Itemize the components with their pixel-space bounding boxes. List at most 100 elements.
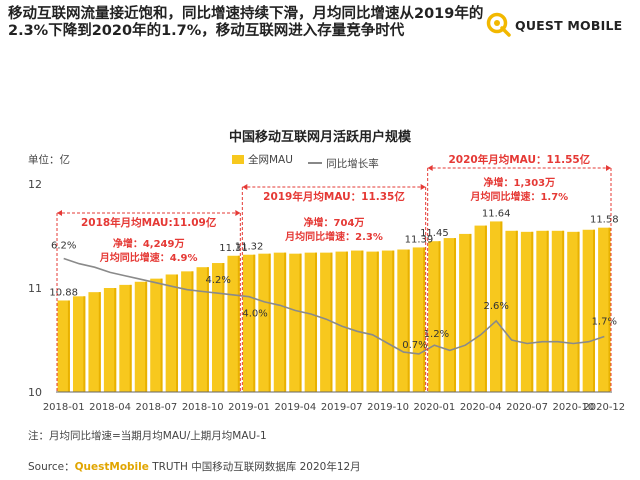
annotation-arrow-right — [606, 165, 611, 171]
annotation-arrow-left — [57, 210, 62, 216]
mau-bar-shade — [114, 288, 117, 392]
growth-value-label: 0.7% — [402, 340, 427, 351]
x-tick-label: 2018-10 — [182, 402, 224, 413]
legend-label-growth: 同比增长率 — [326, 157, 379, 170]
headline: 移动互联网流量接近饱和，同比增速持续下滑，月均同比增速从2019年的2.3%下降… — [8, 6, 484, 39]
mau-bar-shade — [83, 296, 86, 392]
mau-bar-shade — [500, 221, 503, 392]
mau-value-label: 11.31 — [219, 243, 248, 254]
mau-bar-shade — [191, 271, 194, 392]
chart-title: 中国移动互联网月活跃用户规模 — [228, 130, 411, 145]
mau-bar — [119, 284, 132, 392]
annotation-arrow-left — [242, 184, 248, 190]
mau-bar-shade — [361, 250, 364, 392]
mau-bar-shade — [67, 300, 70, 392]
mau-bar — [505, 230, 518, 392]
legend-swatch-bar — [232, 155, 244, 164]
questmobile-logo: QUEST MOBILE — [486, 12, 636, 38]
legend: 全网MAU 同比增长率 — [232, 152, 391, 171]
x-tick-label: 2020-01 — [413, 402, 455, 413]
growth-value-label: 4.0% — [242, 309, 267, 320]
mau-bar — [350, 250, 364, 392]
mau-value-label: 11.58 — [590, 215, 619, 226]
annotation-growth-rate: 月均同比增速：1.7% — [469, 190, 568, 203]
mau-bar-shade — [268, 253, 271, 392]
mau-bar-shade — [345, 251, 348, 392]
annotation-arrow-right — [235, 210, 241, 216]
mau-bar-shade — [608, 227, 611, 392]
mau-bar-shade — [237, 255, 240, 392]
mau-bar — [536, 230, 549, 392]
mau-bar — [428, 241, 441, 392]
annotation-arrow-right — [420, 184, 426, 190]
mau-bar-shade — [222, 263, 225, 392]
mau-bar-shade — [160, 278, 163, 392]
mau-bar — [196, 267, 209, 392]
mau-bar — [273, 252, 287, 392]
mau-bar — [242, 254, 256, 392]
mau-bar — [335, 251, 348, 392]
x-tick-label: 2020-04 — [460, 402, 502, 413]
mau-value-label: 10.88 — [49, 287, 78, 298]
mau-bar-shade — [531, 231, 534, 392]
annotation-title: 2018年月均MAU:11.09亿 — [81, 216, 217, 229]
annotation-title-bg — [74, 215, 223, 229]
mau-bar-shade — [546, 230, 549, 392]
mau-bar-shade — [562, 230, 565, 392]
y-tick-label: 10 — [28, 386, 42, 399]
mau-bar — [520, 231, 534, 392]
mau-bar-shade — [423, 247, 426, 392]
mau-bar-shade — [145, 281, 148, 392]
mau-bar-shade — [469, 233, 472, 392]
mau-bar — [304, 252, 318, 392]
growth-value-label: 2.6% — [483, 301, 508, 312]
mau-bar — [320, 252, 333, 392]
mau-bar — [72, 296, 86, 392]
mau-value-label: 11.64 — [482, 208, 511, 219]
mau-bar — [211, 263, 225, 392]
annotation-growth-rate: 月均同比增速：4.9% — [99, 251, 198, 264]
annotation-title-bg — [445, 152, 594, 166]
x-tick-label: 2020-10 — [552, 402, 594, 413]
y-tick-label: 11 — [28, 282, 42, 295]
mau-bar — [598, 227, 611, 392]
y-tick-label: 12 — [28, 178, 42, 191]
source-brand: QuestMobile — [74, 461, 149, 473]
mau-bar — [397, 249, 410, 392]
mau-bar-shade — [515, 230, 518, 392]
annotation-growth-rate: 月均同比增速：2.3% — [284, 230, 383, 243]
mau-bar — [134, 281, 148, 392]
growth-value-label: 6.2% — [51, 241, 76, 252]
mau-bar — [150, 278, 163, 392]
growth-value-label: 1.7% — [592, 317, 617, 328]
mau-bar-shade — [577, 231, 580, 392]
annotation-arrow-left — [427, 165, 433, 171]
mau-bar — [103, 288, 117, 392]
annotation-title: 2020年月均MAU：11.55亿 — [448, 153, 590, 166]
mau-bar-shade — [407, 249, 410, 392]
mau-bar — [366, 251, 379, 392]
x-tick-label: 2020-12 — [583, 402, 625, 413]
logo-text: QUEST MOBILE — [515, 18, 623, 33]
legend-item-mau: 全网MAU — [232, 152, 293, 167]
legend-label-mau: 全网MAU — [248, 154, 293, 166]
mau-bar — [181, 271, 194, 392]
annotation-net-increase: 净增：1,303万 — [484, 176, 556, 189]
x-tick-label: 2018-07 — [135, 402, 177, 413]
mau-bar-shade — [129, 284, 132, 392]
mau-bar — [412, 247, 426, 392]
x-tick-label: 2018-04 — [89, 402, 131, 413]
mau-bar-shade — [98, 292, 101, 392]
x-tick-label: 2020-07 — [506, 402, 548, 413]
mau-bar — [381, 250, 395, 392]
legend-swatch-line — [308, 162, 323, 164]
mau-bar-shade — [593, 229, 596, 392]
mau-value-label: 11.32 — [235, 242, 264, 253]
mau-bar — [165, 274, 179, 392]
x-tick-label: 2018-01 — [43, 402, 85, 413]
x-tick-label: 2019-10 — [367, 402, 409, 413]
mau-bar-shade — [176, 274, 179, 392]
mau-bar — [289, 253, 302, 392]
mau-bar — [227, 255, 240, 392]
